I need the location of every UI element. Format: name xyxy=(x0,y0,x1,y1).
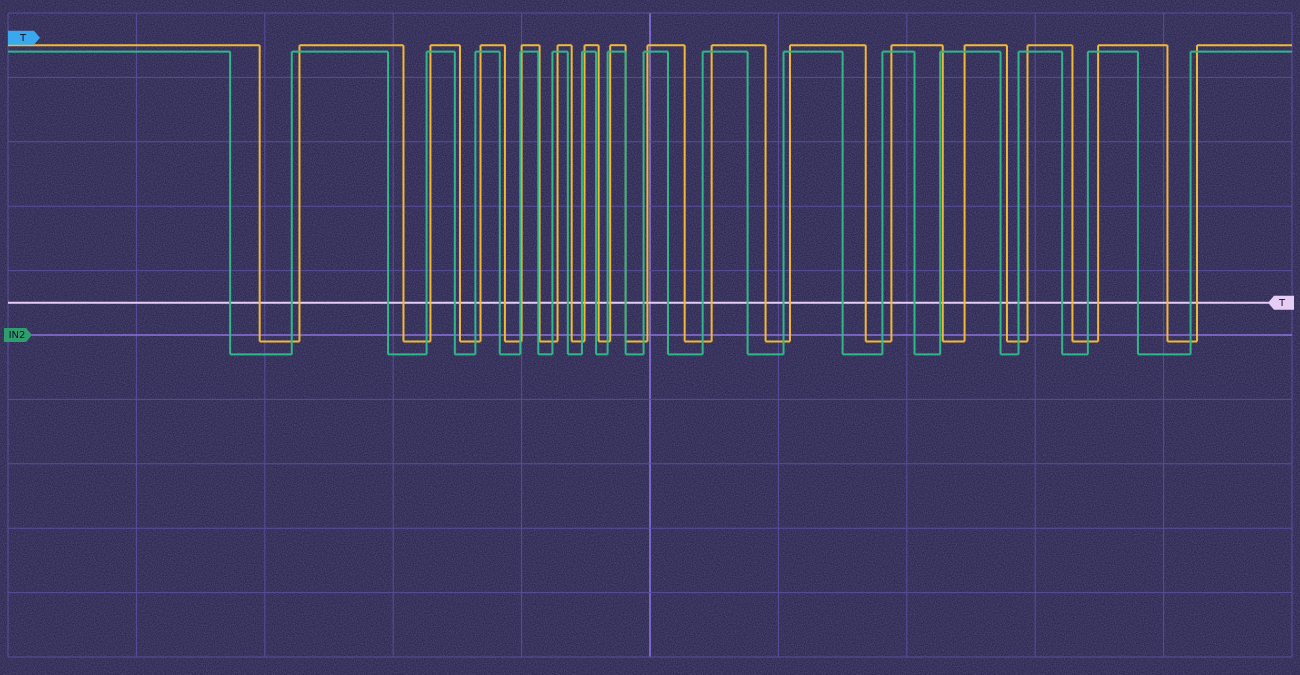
ground-marker-label: IN2 xyxy=(9,330,26,341)
trace xyxy=(8,44,1292,343)
time-marker-label: T xyxy=(19,33,27,44)
trigger-marker-shape xyxy=(1268,295,1294,310)
trigger-marker-label: T xyxy=(1278,298,1286,309)
trace xyxy=(8,50,1292,356)
time-marker-shape xyxy=(8,30,40,45)
ground-marker-shape xyxy=(4,328,32,342)
